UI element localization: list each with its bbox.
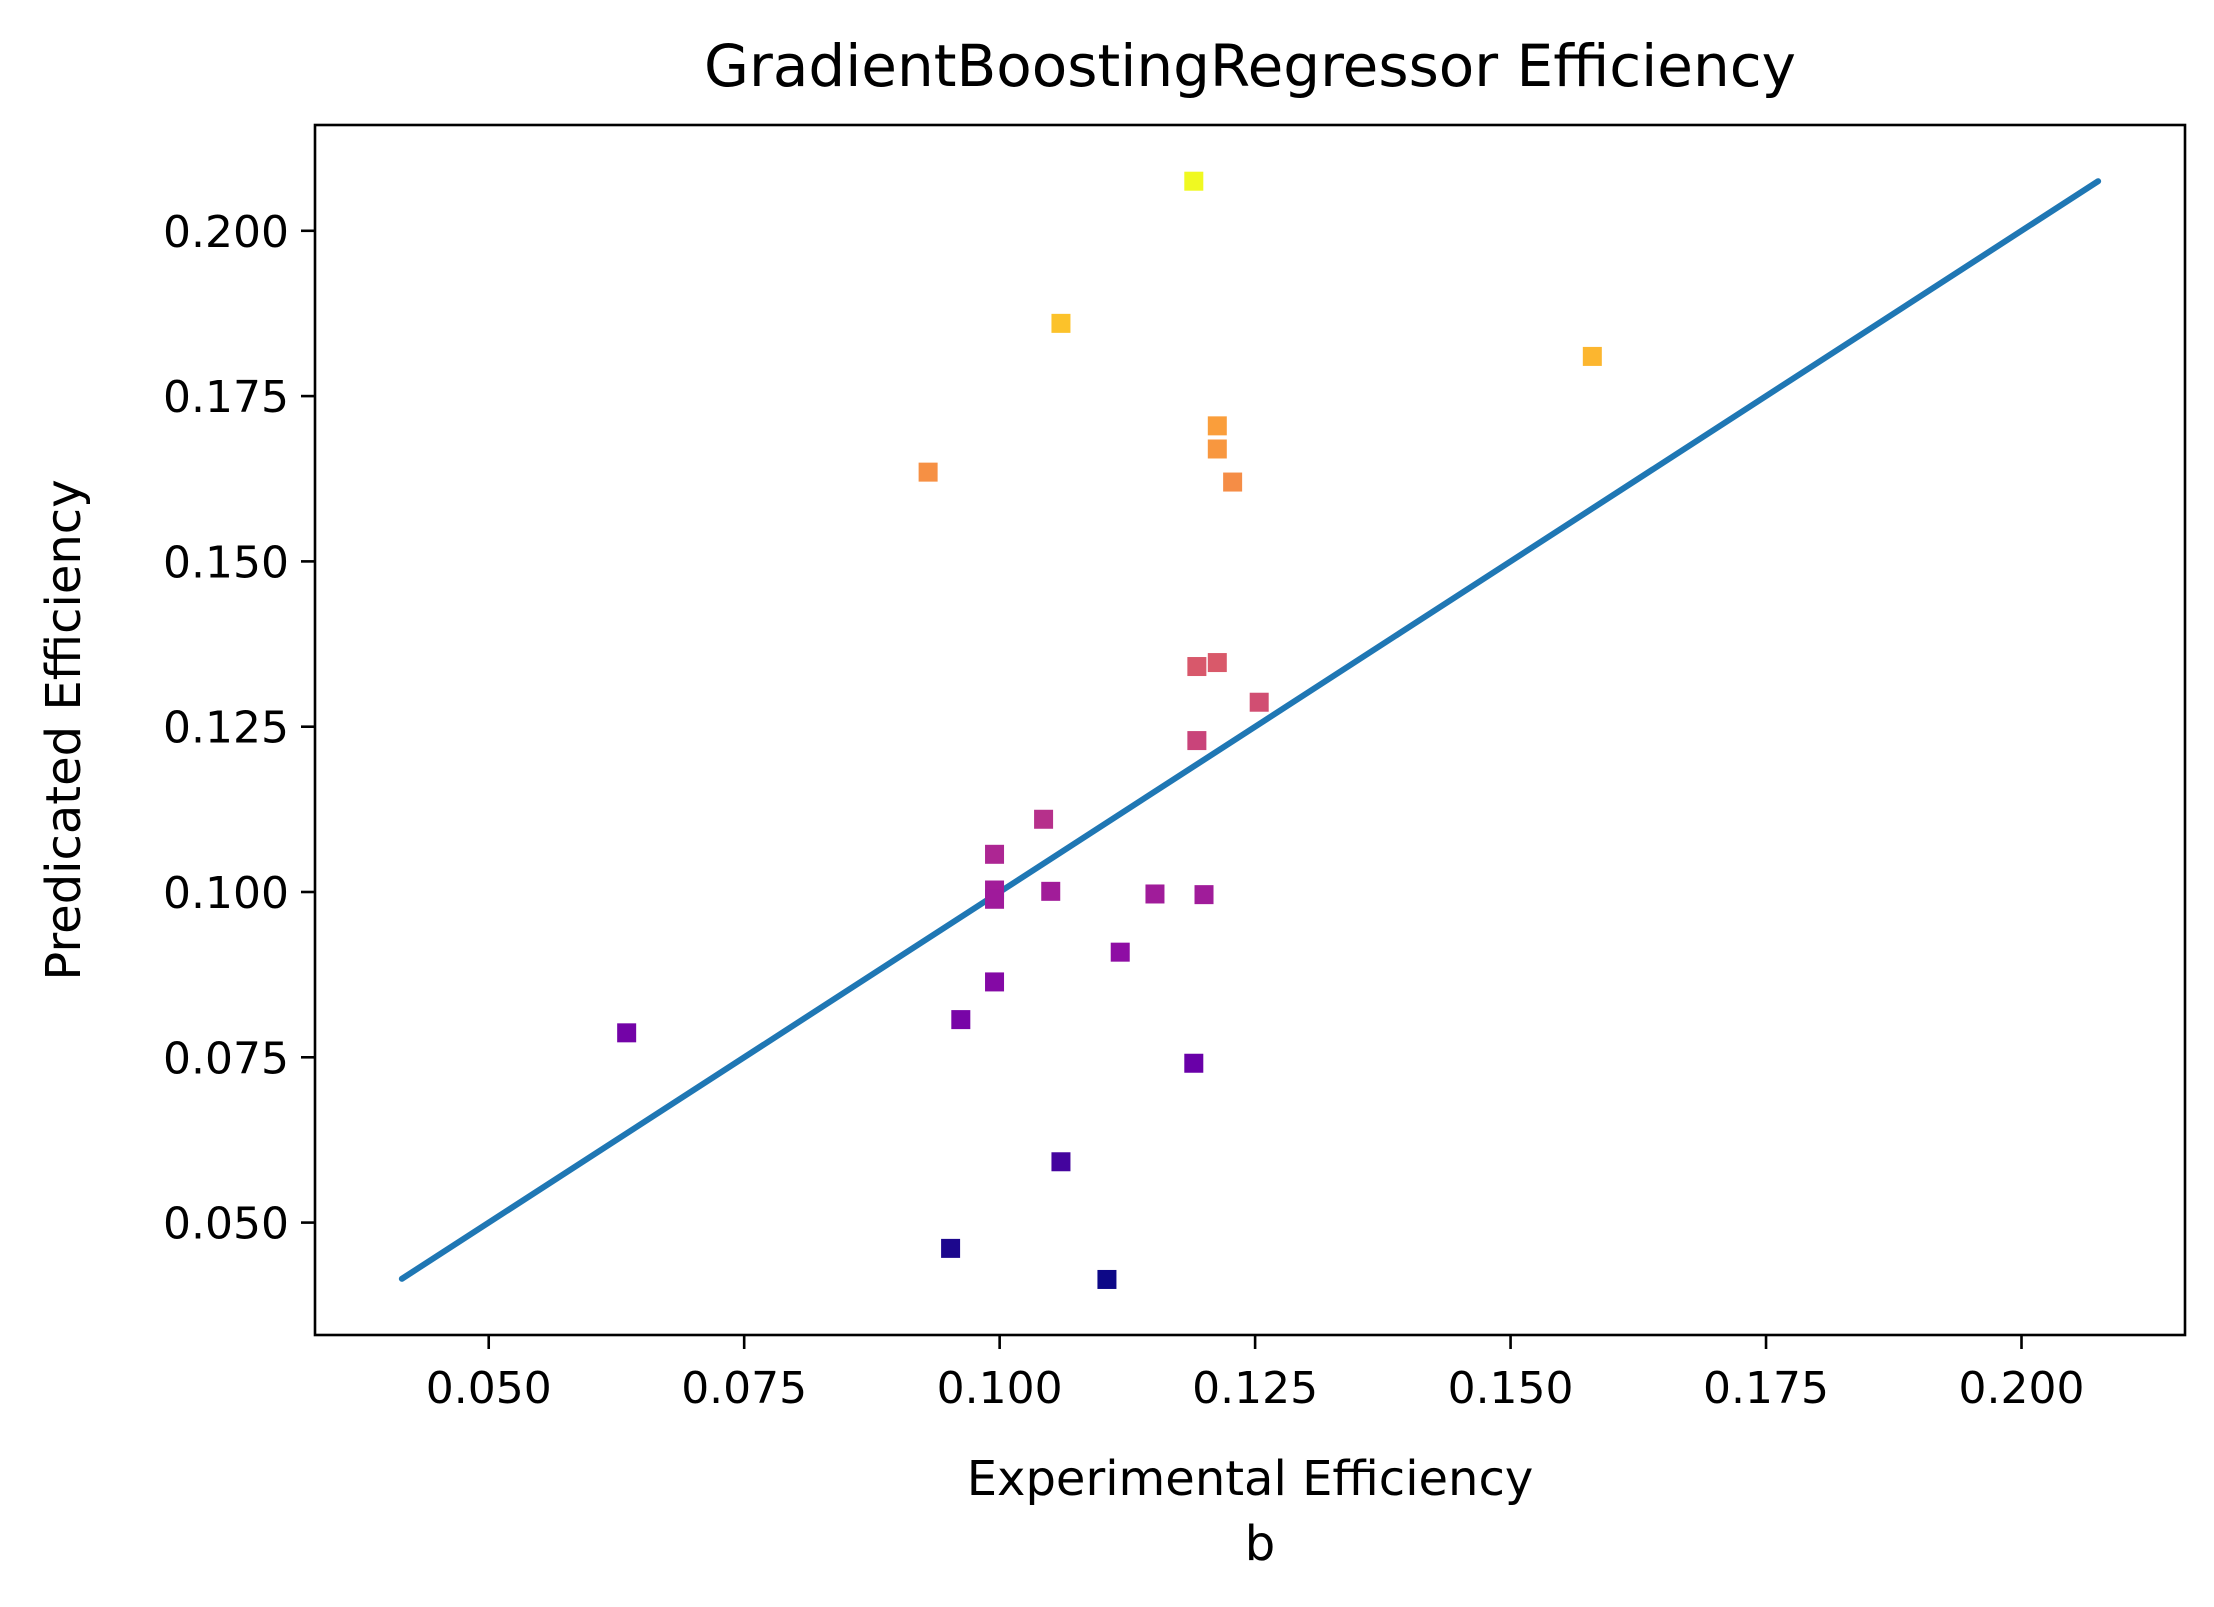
data-point — [985, 844, 1005, 864]
data-point — [985, 972, 1005, 992]
data-point — [1207, 439, 1227, 459]
data-point — [1249, 692, 1269, 712]
y-tick-label: 0.150 — [163, 537, 289, 588]
data-point — [1034, 809, 1054, 829]
data-point — [1145, 884, 1165, 904]
data-point — [1051, 1152, 1071, 1172]
data-point — [941, 1238, 961, 1258]
y-tick-label: 0.200 — [163, 207, 289, 258]
data-points-layer — [617, 171, 1602, 1289]
y-tick-label: 0.175 — [163, 372, 289, 423]
data-point — [1207, 416, 1227, 436]
y-tick-label: 0.075 — [163, 1033, 289, 1084]
data-point — [1187, 657, 1207, 677]
data-point — [1223, 472, 1243, 492]
x-axis-ticks: 0.050 0.075 0.100 0.125 0.150 0.175 0.200 — [426, 1335, 2085, 1414]
data-point — [1051, 313, 1071, 333]
data-point — [1097, 1269, 1117, 1289]
x-axis-label: Experimental Efficiency — [967, 1451, 1534, 1507]
plot-area-frame — [313, 123, 2187, 1337]
y-axis-ticks: 0.050 0.075 0.100 0.125 0.150 0.175 0.200 — [163, 207, 315, 1250]
y-axis-label: Predicated Efficiency — [36, 479, 92, 980]
data-point — [951, 1010, 971, 1030]
reference-line-layer — [398, 178, 2102, 1282]
x-tick-label: 0.075 — [681, 1363, 807, 1414]
figure-caption: b — [1245, 1516, 1275, 1572]
x-tick-label: 0.050 — [426, 1363, 552, 1414]
data-point — [617, 1023, 637, 1043]
data-point — [1187, 731, 1207, 751]
x-tick-label: 0.175 — [1703, 1363, 1829, 1414]
y-tick-label: 0.125 — [163, 703, 289, 754]
data-point — [1041, 881, 1061, 901]
data-point — [1194, 885, 1214, 905]
y-tick-label: 0.050 — [163, 1199, 289, 1250]
data-point — [1207, 653, 1227, 673]
x-tick-label: 0.100 — [937, 1363, 1063, 1414]
x-tick-label: 0.150 — [1448, 1363, 1574, 1414]
identity-reference-line — [398, 178, 2102, 1282]
data-point — [1184, 171, 1204, 191]
data-point — [985, 889, 1005, 909]
data-point — [918, 462, 938, 482]
chart-title: GradientBoostingRegressor Efficiency — [704, 32, 1796, 100]
y-tick-label: 0.100 — [163, 868, 289, 919]
data-point — [1582, 346, 1602, 366]
data-point — [1184, 1053, 1204, 1073]
x-tick-label: 0.200 — [1959, 1363, 2085, 1414]
x-tick-label: 0.125 — [1192, 1363, 1318, 1414]
data-point — [1110, 942, 1130, 962]
